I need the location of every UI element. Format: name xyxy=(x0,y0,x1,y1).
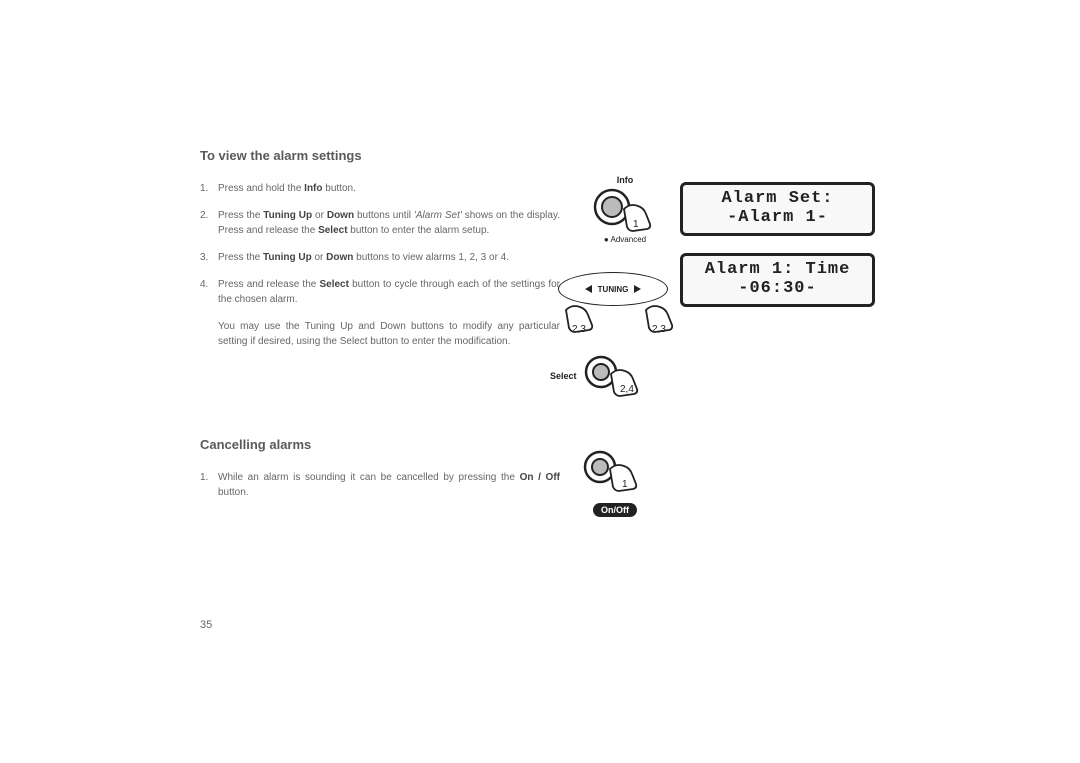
step-number: 2. xyxy=(200,208,218,238)
press-pair-icon: 2,3 2,3 xyxy=(558,304,688,344)
tuning-label: TUNING xyxy=(598,285,629,294)
svg-text:1: 1 xyxy=(622,479,628,490)
lcd-line: -06:30- xyxy=(693,279,862,298)
press-icon: 1 xyxy=(590,185,660,235)
step-number: 4. xyxy=(200,277,218,307)
tuning-oval-icon: TUNING xyxy=(558,272,668,306)
lcd-display-2: Alarm 1: Time -06:30- xyxy=(680,253,875,307)
step-text: While an alarm is sounding it can be can… xyxy=(218,470,560,500)
lcd-line: Alarm 1: Time xyxy=(693,260,862,279)
diagram-info-button: Info 1 ● Advanced xyxy=(565,175,685,244)
svg-text:2,4: 2,4 xyxy=(620,384,634,395)
step-note: You may use the Tuning Up and Down butto… xyxy=(218,319,560,349)
lcd-display-1: Alarm Set: -Alarm 1- xyxy=(680,182,875,236)
triangle-left-icon xyxy=(585,285,592,293)
svg-text:2,3: 2,3 xyxy=(652,324,666,335)
step-text: Press and release the Select button to c… xyxy=(218,277,560,307)
section-cancel-alarm: Cancelling alarms 1. While an alarm is s… xyxy=(200,437,560,500)
lcd-line: Alarm Set: xyxy=(693,189,862,208)
step-text: Press the Tuning Up or Down buttons unti… xyxy=(218,208,560,238)
triangle-right-icon xyxy=(634,285,641,293)
step-number: 1. xyxy=(200,470,218,500)
press-icon: 2,4 xyxy=(581,352,651,400)
diagram-select-button: Select 2,4 xyxy=(550,352,651,400)
step-text: Press the Tuning Up or Down buttons to v… xyxy=(218,250,560,265)
lcd-line: -Alarm 1- xyxy=(693,208,862,227)
step-number: 1. xyxy=(200,181,218,196)
page-number: 35 xyxy=(200,619,212,631)
select-label: Select xyxy=(550,371,577,381)
info-label: Info xyxy=(565,175,685,185)
step: 2. Press the Tuning Up or Down buttons u… xyxy=(200,208,560,238)
svg-text:2,3: 2,3 xyxy=(572,324,586,335)
step: 4. Press and release the Select button t… xyxy=(200,277,560,307)
step: 3. Press the Tuning Up or Down buttons t… xyxy=(200,250,560,265)
advanced-label: ● Advanced xyxy=(565,235,685,244)
section-view-alarm: To view the alarm settings 1. Press and … xyxy=(200,148,560,349)
svg-text:1: 1 xyxy=(633,219,639,230)
step: 1. While an alarm is sounding it can be … xyxy=(200,470,560,500)
onoff-label: On/Off xyxy=(593,503,637,517)
step-number: 3. xyxy=(200,250,218,265)
section2-title: Cancelling alarms xyxy=(200,437,560,452)
step: 1. Press and hold the Info button. xyxy=(200,181,560,196)
press-icon: 1 xyxy=(580,447,650,495)
step-text: Press and hold the Info button. xyxy=(218,181,560,196)
diagram-tuning: TUNING 2,3 2,3 xyxy=(558,272,688,349)
section1-title: To view the alarm settings xyxy=(200,148,560,163)
diagram-onoff-button: 1 On/Off xyxy=(580,447,650,518)
